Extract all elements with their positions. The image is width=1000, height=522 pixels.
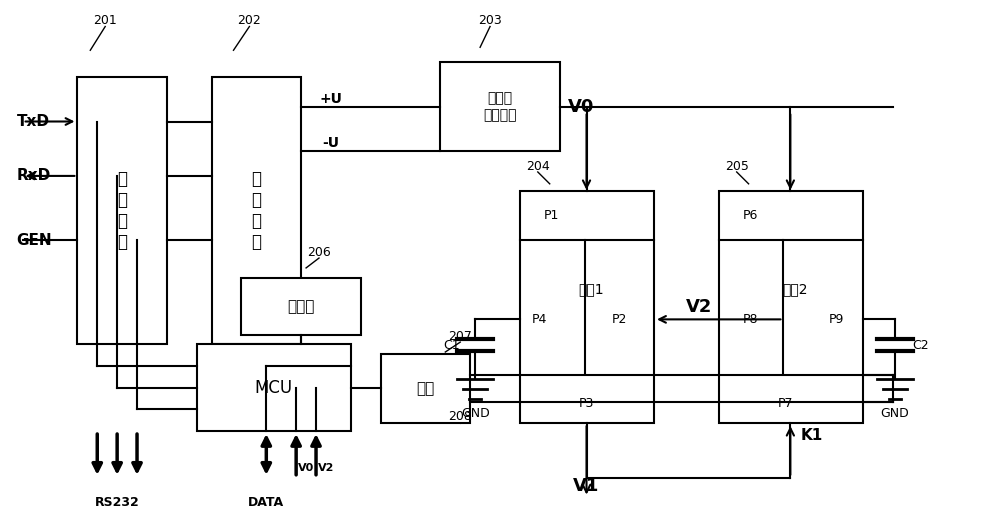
Text: P3: P3 <box>579 397 594 410</box>
Text: +U: +U <box>320 92 342 106</box>
Bar <box>520 191 654 423</box>
Text: C1: C1 <box>444 339 460 352</box>
Bar <box>241 278 361 335</box>
Bar <box>440 62 560 151</box>
Text: P6: P6 <box>743 209 758 222</box>
Text: RS232: RS232 <box>95 496 140 509</box>
Text: 208: 208 <box>448 410 472 423</box>
Text: 电荷泵
极性转换: 电荷泵 极性转换 <box>483 91 517 122</box>
Text: V2: V2 <box>318 463 334 473</box>
Text: V0: V0 <box>568 98 595 116</box>
Text: 205: 205 <box>725 160 749 173</box>
Text: GND: GND <box>880 407 909 420</box>
Text: P2: P2 <box>612 313 627 326</box>
Text: C2: C2 <box>913 339 929 352</box>
Text: 电路2: 电路2 <box>783 283 808 296</box>
Text: GEN: GEN <box>17 233 52 248</box>
Text: 整
流
电
路: 整 流 电 路 <box>251 170 261 251</box>
Text: 存储: 存储 <box>416 381 435 396</box>
Text: 207: 207 <box>448 330 472 342</box>
Text: RxD: RxD <box>17 169 51 183</box>
Text: 204: 204 <box>526 160 550 173</box>
Bar <box>212 77 301 344</box>
Text: P4: P4 <box>532 313 547 326</box>
Text: 电路1: 电路1 <box>579 283 604 296</box>
Text: V1: V1 <box>573 477 600 494</box>
Text: K1: K1 <box>800 428 823 443</box>
Text: P7: P7 <box>778 397 793 410</box>
Text: GND: GND <box>461 407 490 420</box>
Bar <box>381 354 470 423</box>
Text: -U: -U <box>322 136 339 150</box>
Text: 显示器: 显示器 <box>287 299 315 314</box>
Text: DATA: DATA <box>248 496 284 509</box>
Text: TxD: TxD <box>17 114 50 129</box>
Bar <box>77 77 167 344</box>
Text: 203: 203 <box>478 14 502 27</box>
Text: V0: V0 <box>298 463 314 473</box>
Text: 202: 202 <box>238 14 261 27</box>
Text: 保
护
电
路: 保 护 电 路 <box>117 170 127 251</box>
Text: V2: V2 <box>686 299 712 316</box>
Text: 206: 206 <box>307 245 331 258</box>
Text: MCU: MCU <box>254 378 292 397</box>
Text: P1: P1 <box>544 209 559 222</box>
Bar <box>719 191 863 423</box>
Text: 201: 201 <box>93 14 117 27</box>
Bar <box>197 344 351 431</box>
Text: P9: P9 <box>828 313 844 326</box>
Text: P8: P8 <box>743 313 758 326</box>
